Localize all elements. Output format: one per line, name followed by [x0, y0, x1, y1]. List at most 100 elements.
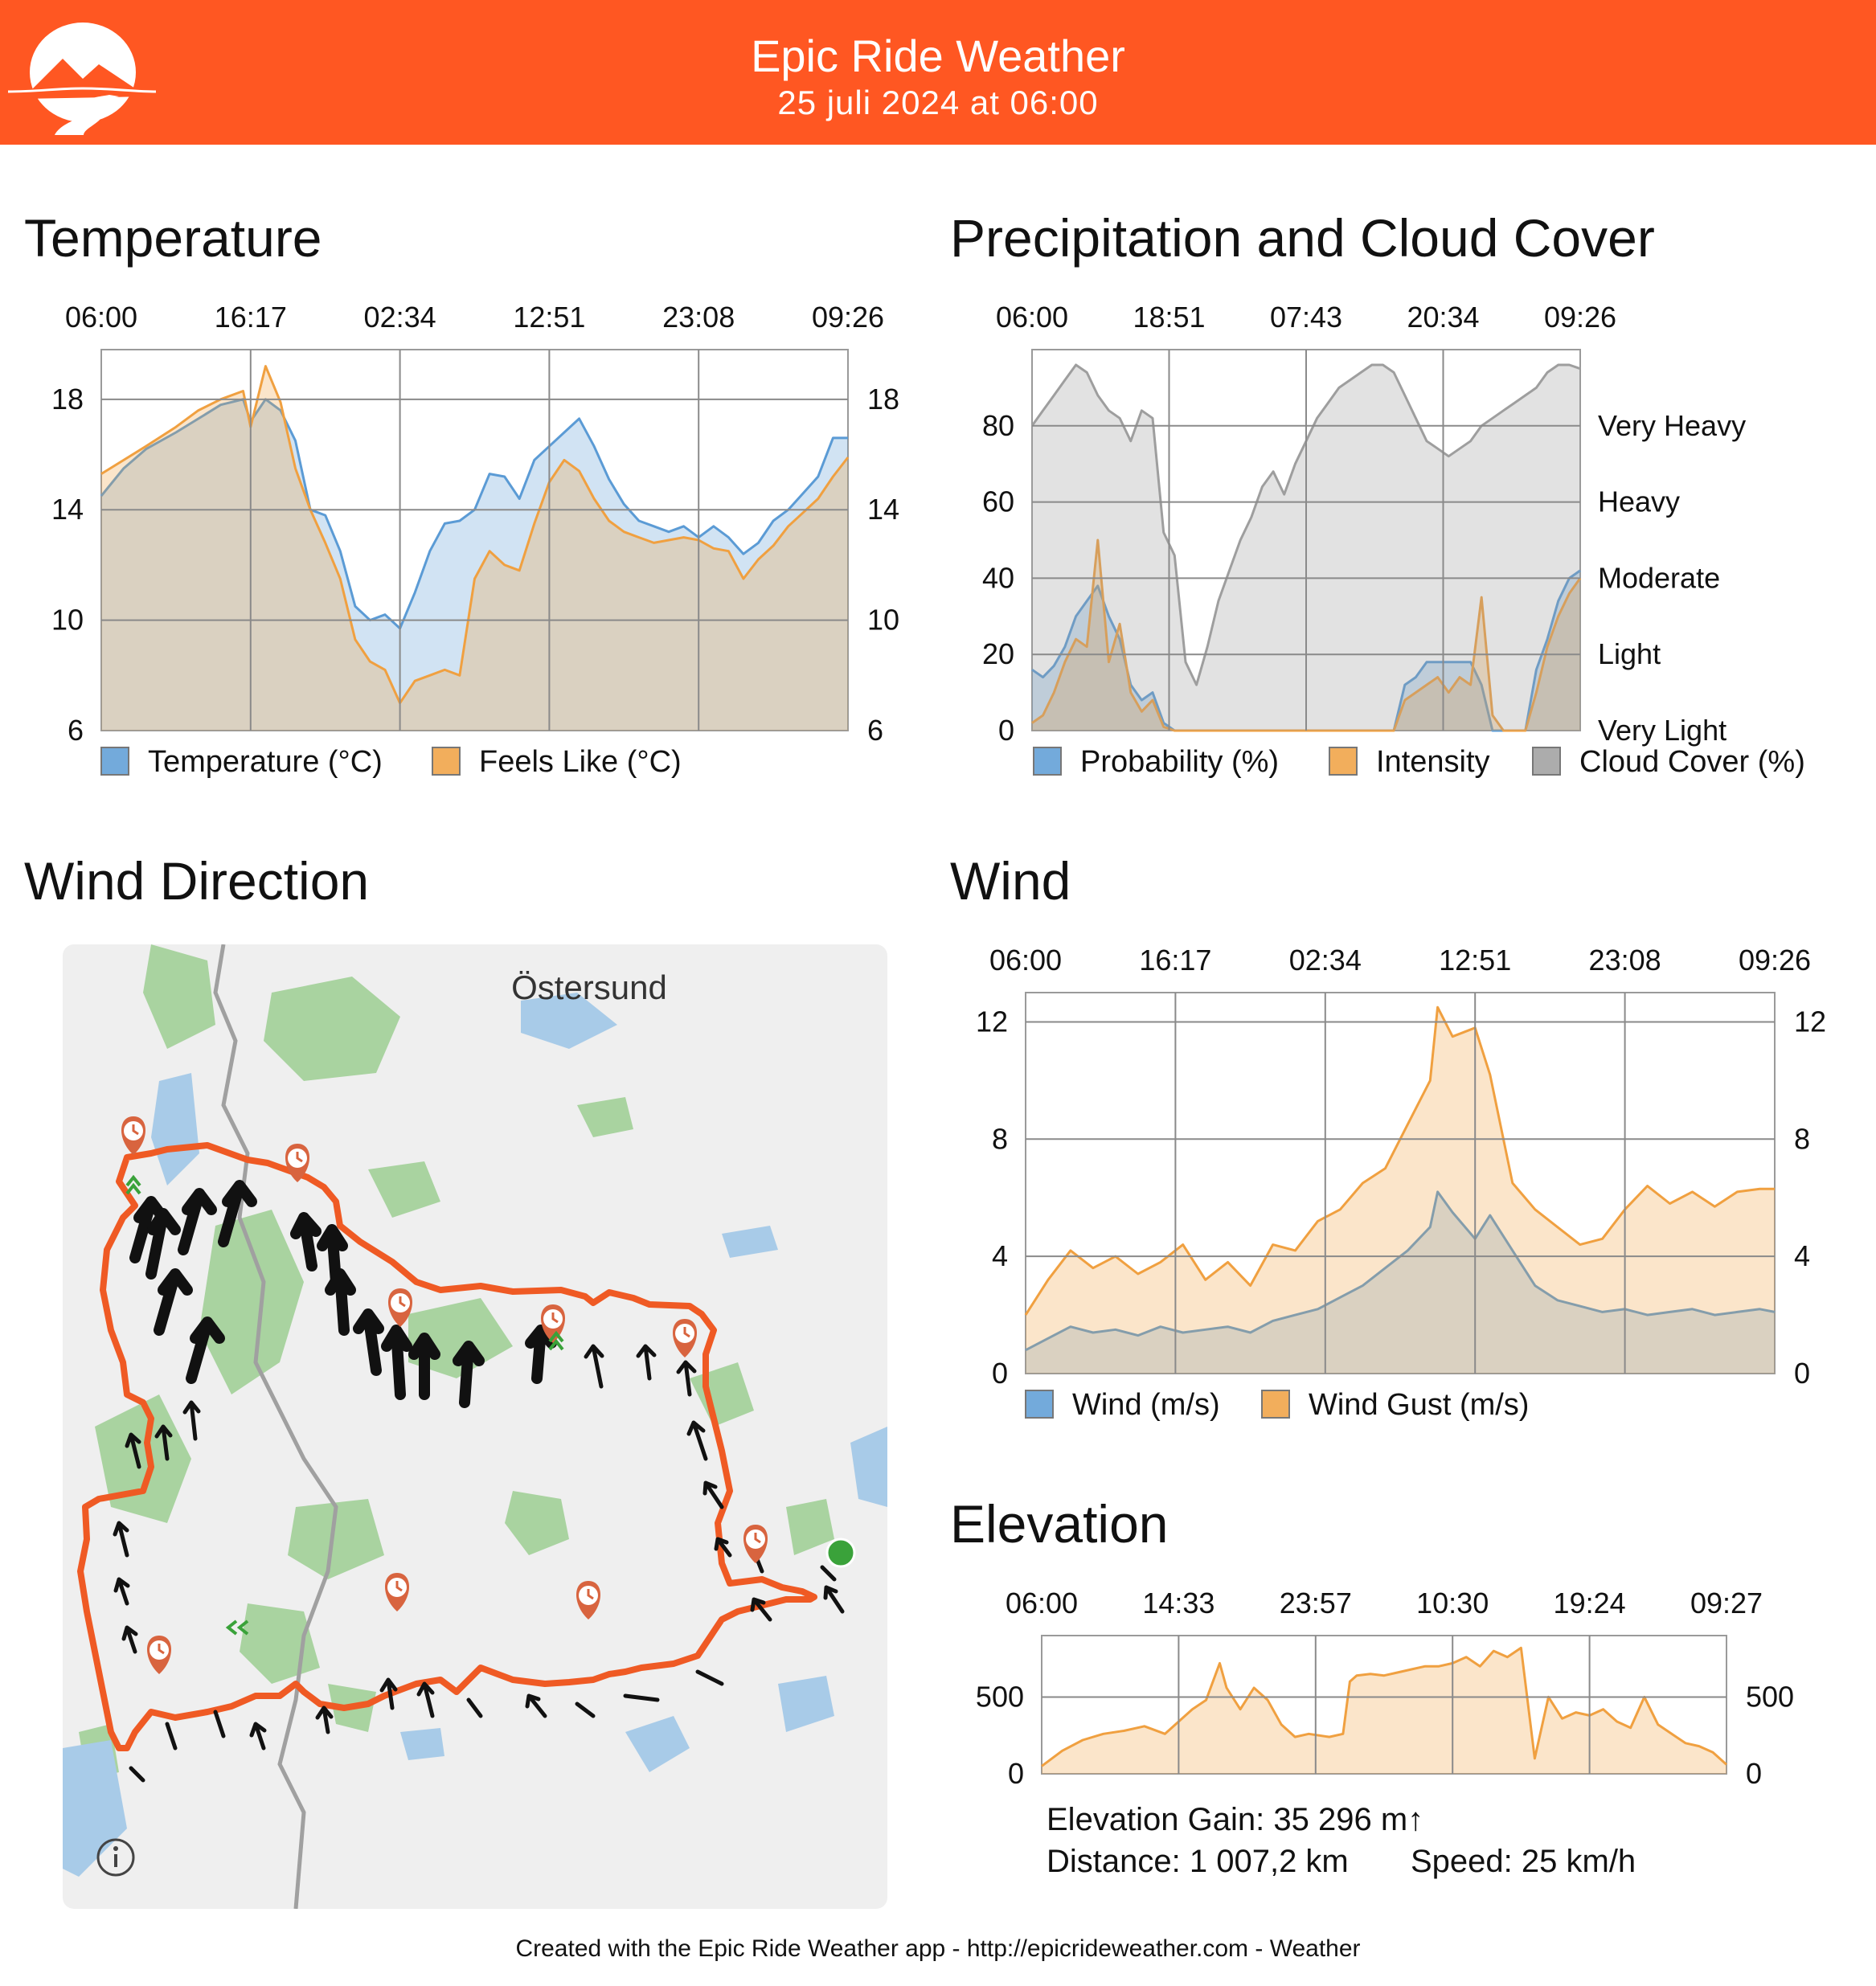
y-tick-label: 4	[992, 1239, 1008, 1272]
y-tick-label: 8	[992, 1122, 1008, 1155]
y-tick-label: 0	[998, 714, 1014, 747]
x-tick-label: 19:24	[1554, 1587, 1626, 1620]
x-tick-label: 09:27	[1690, 1587, 1763, 1620]
y-tick-label: 10	[51, 604, 84, 637]
forecast-date: 25 juli 2024 at 06:00	[777, 84, 1099, 121]
app-title: Epic Ride Weather	[751, 31, 1125, 81]
clock-marker-icon	[388, 1288, 412, 1327]
mountain-road-logo-icon	[7, 23, 157, 135]
series-area-1	[101, 399, 848, 731]
legend-swatch	[1033, 747, 1062, 776]
x-tick-label: 20:34	[1407, 301, 1479, 334]
wind-title: Wind	[950, 851, 1071, 911]
footer-credit: Created with the Epic Ride Weather app -…	[515, 1935, 1270, 1962]
direction-chevron-icon	[125, 1174, 564, 1636]
x-tick-label: 14:33	[1142, 1587, 1214, 1620]
y-tick-label: 40	[982, 561, 1014, 594]
start-point-icon	[825, 1538, 856, 1568]
x-tick-label: 09:26	[1739, 944, 1811, 977]
y-tick-label-right: 14	[867, 493, 899, 526]
plot-frame	[100, 349, 849, 731]
series-line-2	[1024, 1005, 1775, 1316]
plot-frame	[1041, 1635, 1727, 1775]
wind-arrows	[113, 1180, 845, 1783]
legend-label: Probability (%)	[1080, 745, 1279, 779]
intensity-level-label: Moderate	[1598, 561, 1720, 594]
legend-label: Feels Like (°C)	[479, 745, 682, 779]
x-tick-label: 10:30	[1416, 1587, 1489, 1620]
time-markers	[121, 1116, 768, 1674]
x-tick-label: 06:00	[989, 944, 1062, 977]
series-line-2	[100, 365, 850, 705]
y-tick-label: 12	[976, 1005, 1008, 1038]
series-area-1	[1026, 1191, 1775, 1374]
y-tick-label: 18	[51, 383, 84, 416]
y-tick-label-right: 18	[867, 383, 899, 416]
x-tick-label: 07:43	[1270, 301, 1342, 334]
series-area-2	[1026, 1007, 1775, 1374]
x-tick-label: 06:00	[996, 301, 1068, 334]
x-tick-label: 02:34	[1289, 944, 1362, 977]
y-tick-label: 80	[982, 409, 1014, 442]
city-label: Östersund	[511, 968, 667, 1006]
legend-label: Temperature (°C)	[148, 745, 383, 779]
y-tick-label-right: 12	[1794, 1005, 1826, 1038]
precipitation-title: Precipitation and Cloud Cover	[950, 208, 1655, 268]
y-tick-label-right: 0	[1794, 1357, 1810, 1390]
info-icon[interactable]	[96, 1838, 135, 1877]
legend-swatch	[432, 747, 461, 776]
x-tick-label: 09:26	[1544, 301, 1616, 334]
x-tick-label: 23:08	[1589, 944, 1661, 977]
intensity-level-label: Very Light	[1598, 714, 1726, 747]
intensity-level-label: Light	[1598, 637, 1661, 670]
x-tick-label: 06:00	[65, 301, 137, 334]
y-tick-label: 6	[68, 714, 84, 747]
series-line-1	[1041, 1646, 1728, 1767]
elevation-chart: 06:00 14:33 23:57 10:30 19:24 09:27 0 0 500 500	[976, 1587, 1794, 1790]
clock-marker-icon	[541, 1304, 565, 1343]
legend-label: Cloud Cover (%)	[1579, 745, 1805, 779]
intensity-level-label: Heavy	[1598, 485, 1680, 518]
y-tick-label: 0	[1008, 1757, 1024, 1790]
clock-marker-icon	[576, 1581, 600, 1620]
map-canvas: Östersund	[63, 944, 887, 1909]
y-tick-label: 0	[992, 1357, 1008, 1390]
x-tick-label: 18:51	[1133, 301, 1205, 334]
y-tick-label: 500	[976, 1680, 1024, 1713]
legend-label: Intensity	[1376, 745, 1490, 779]
x-tick-label: 02:34	[364, 301, 436, 334]
x-tick-label: 06:00	[1006, 1587, 1078, 1620]
speed: Speed: 25 km/h	[1411, 1844, 1636, 1879]
y-tick-label-right: 8	[1794, 1122, 1810, 1155]
clock-marker-icon	[121, 1116, 145, 1155]
elevation-title: Elevation	[950, 1494, 1169, 1554]
legend-swatch	[1025, 1390, 1054, 1419]
series-line-1	[1025, 1190, 1776, 1352]
legend-swatch	[100, 747, 129, 776]
y-tick-label-right: 500	[1746, 1680, 1794, 1713]
plot-frame	[1025, 992, 1776, 1374]
temperature-title: Temperature	[24, 208, 322, 268]
x-tick-label: 12:51	[1439, 944, 1511, 977]
wind-direction-title: Wind Direction	[24, 851, 370, 911]
x-tick-label: 23:57	[1280, 1587, 1352, 1620]
x-tick-label: 16:17	[215, 301, 287, 334]
forest-area	[264, 977, 400, 1081]
temperature-chart: 06:00 16:17 02:34 12:51 23:08 09:26 6 6 10 10 14 14…	[51, 301, 899, 779]
x-tick-label: 09:26	[812, 301, 884, 334]
clock-marker-icon	[147, 1636, 171, 1674]
x-tick-label: 12:51	[513, 301, 585, 334]
wind-chart: 06:00 16:17 02:34 12:51 23:08 09:26 0 0 4 4 8 8 12 12…	[976, 944, 1826, 1422]
clock-marker-icon	[385, 1573, 409, 1611]
legend-swatch	[1261, 1390, 1290, 1419]
legend-label: Wind Gust (m/s)	[1309, 1388, 1529, 1422]
route-path	[77, 1142, 817, 1751]
lake	[521, 993, 617, 1049]
clock-marker-icon	[673, 1319, 697, 1357]
y-tick-label-right: 0	[1746, 1757, 1762, 1790]
route-map[interactable]: Östersund	[63, 944, 887, 1909]
x-tick-label: 16:17	[1139, 944, 1211, 977]
intensity-level-label: Very Heavy	[1598, 409, 1746, 442]
distance: Distance: 1 007,2 km	[1047, 1844, 1349, 1879]
border-line	[213, 944, 338, 1909]
